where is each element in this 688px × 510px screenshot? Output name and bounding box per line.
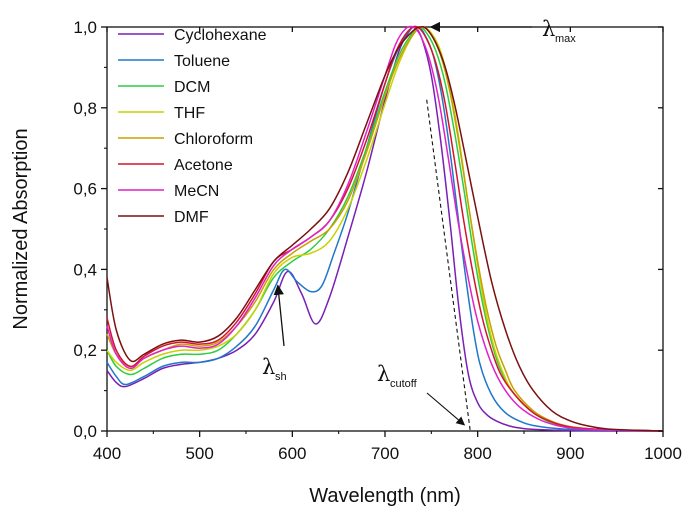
annotation-symbol: λ <box>262 355 275 379</box>
series-line-chloroform <box>106 26 664 432</box>
axes-layer: 400 500 600 700 800 900 1000 0,0 0,2 0,4 0,6 0,8 1,0… <box>10 18 682 507</box>
x-tick-label: 500 <box>185 444 213 463</box>
legend-item-mecn: MeCN <box>118 183 219 200</box>
annotation-subscript: max <box>555 33 576 45</box>
y-tick-label: 0,6 <box>73 180 97 199</box>
annotation-symbol: λ <box>377 362 390 386</box>
lambda-sh-arrow <box>273 284 285 347</box>
y-tick-label: 1,0 <box>73 18 97 37</box>
y-tick-label: 0,8 <box>73 99 97 118</box>
lambda-cutoff-arrow <box>426 392 466 426</box>
legend-label: Acetone <box>174 157 233 174</box>
annotation-lambda-cutoff: λ cutoff <box>377 362 466 426</box>
series-line-acetone <box>106 25 664 432</box>
legend-label: Cyclohexane <box>174 27 267 44</box>
legend-item-thf: THF <box>118 105 205 122</box>
legend-item-dmf: DMF <box>118 209 209 226</box>
legend-item-cyclohexane: Cyclohexane <box>118 27 267 44</box>
series-layer <box>106 25 664 432</box>
series-line-dmf <box>106 26 664 432</box>
annotation-symbol: λ <box>542 17 555 41</box>
y-axis-title: Normalized Absorption <box>10 128 32 329</box>
legend-label: Chloroform <box>174 131 253 148</box>
legend-label: MeCN <box>174 183 219 200</box>
x-axis-title: Wavelength (nm) <box>309 485 461 507</box>
series-line-mecn <box>106 25 664 432</box>
x-tick-label: 800 <box>463 444 491 463</box>
annotation-lambda-max: λ max <box>429 17 576 45</box>
y-tick-label: 0,2 <box>73 341 97 360</box>
legend-label: DCM <box>174 79 210 96</box>
legend-label: Toluene <box>174 53 230 70</box>
y-tick-label: 0,0 <box>73 422 97 441</box>
legend-label: DMF <box>174 209 209 226</box>
x-tick-label: 400 <box>93 444 121 463</box>
x-tick-label: 600 <box>278 444 306 463</box>
x-tick-label: 1000 <box>644 444 682 463</box>
y-tick-label: 0,4 <box>73 260 97 279</box>
legend: Cyclohexane Toluene DCM THF Chloroform Aceton… <box>118 27 267 226</box>
annotation-subscript: cutoff <box>390 378 418 390</box>
annotation-subscript: sh <box>275 371 287 383</box>
annotation-lambda-sh: λ sh <box>262 284 287 383</box>
legend-item-toluene: Toluene <box>118 53 230 70</box>
legend-label: THF <box>174 105 205 122</box>
legend-item-chloroform: Chloroform <box>118 131 253 148</box>
x-tick-label: 900 <box>556 444 584 463</box>
legend-item-acetone: Acetone <box>118 157 233 174</box>
x-tick-label: 700 <box>371 444 399 463</box>
legend-item-dcm: DCM <box>118 79 210 96</box>
